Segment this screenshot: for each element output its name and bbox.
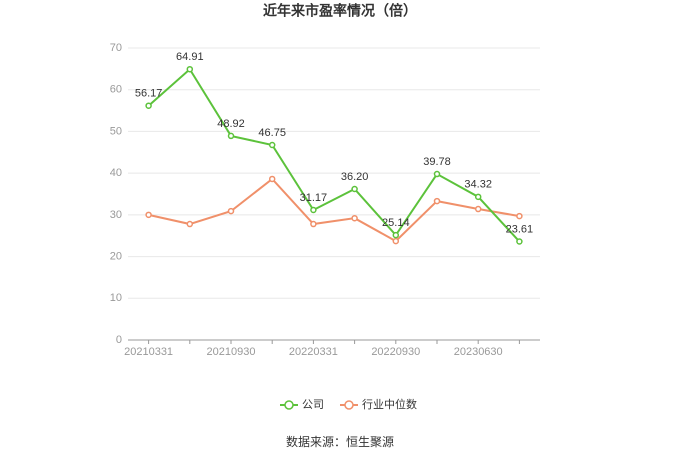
y-tick-label: 0 xyxy=(116,334,122,346)
point xyxy=(310,220,317,228)
point xyxy=(516,238,523,245)
data-label: 56.17 xyxy=(135,88,163,100)
y-tick-label: 10 xyxy=(110,292,122,304)
point xyxy=(268,141,276,149)
data-label: 23.61 xyxy=(506,223,534,235)
point xyxy=(474,205,482,213)
point xyxy=(392,237,400,245)
point xyxy=(351,214,358,222)
data-label: 48.92 xyxy=(217,118,245,130)
point xyxy=(145,102,152,109)
point xyxy=(268,175,276,183)
data-label: 31.17 xyxy=(300,192,328,204)
point xyxy=(433,197,441,205)
point xyxy=(516,212,523,220)
y-tick-label: 40 xyxy=(110,167,122,179)
data-label: 46.75 xyxy=(258,127,286,139)
source: 数据来源：恒生聚源 xyxy=(286,434,394,449)
legend-label: 行业中位数 xyxy=(362,397,417,411)
data-label: 36.20 xyxy=(341,171,369,183)
y-tick-label: 60 xyxy=(110,84,122,96)
data-label: 34.32 xyxy=(464,179,492,191)
data-label: 39.78 xyxy=(423,156,451,168)
chart-title: 近年来市盈率情况（倍） xyxy=(263,3,417,19)
point xyxy=(186,65,194,73)
series-line xyxy=(147,67,521,243)
legend-marker xyxy=(284,400,294,410)
series-line xyxy=(148,177,520,243)
point xyxy=(310,206,317,214)
y-tick-label: 30 xyxy=(110,209,122,221)
x-tick-label: 20210930 xyxy=(207,346,256,358)
point xyxy=(474,193,482,201)
point xyxy=(145,211,152,219)
data-label: 25.14 xyxy=(382,217,410,229)
x-tick-label: 20220331 xyxy=(289,346,338,358)
legend-label: 公司 xyxy=(302,399,324,411)
point xyxy=(186,220,194,228)
point xyxy=(433,170,441,178)
x-tick-label: 20220930 xyxy=(371,346,420,358)
data-label: 64.91 xyxy=(176,51,204,63)
point xyxy=(351,185,358,193)
point xyxy=(227,132,235,140)
point xyxy=(227,207,235,215)
y-tick-label: 20 xyxy=(110,250,122,262)
y-tick-label: 70 xyxy=(110,42,122,54)
point xyxy=(392,231,400,239)
x-tick-label: 20230630 xyxy=(454,346,503,358)
y-tick-label: 50 xyxy=(110,125,122,137)
x-tick-label: 20210331 xyxy=(124,346,173,358)
legend-marker xyxy=(344,400,354,410)
